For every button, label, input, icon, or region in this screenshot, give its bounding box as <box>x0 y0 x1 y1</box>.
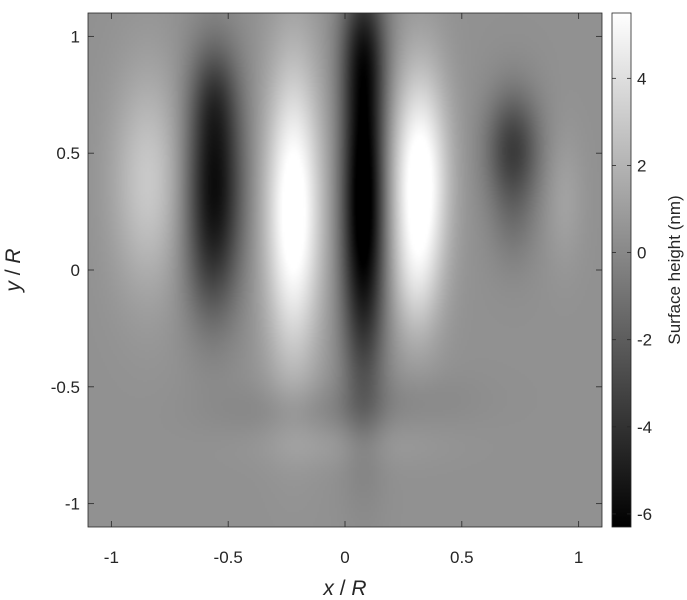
x-axis: -1 -0.5 0 0.5 1 <box>104 13 583 567</box>
colorbar-tick-label: -2 <box>637 331 652 350</box>
x-tick-label: 0.5 <box>450 548 474 567</box>
colorbar-axis: -6 -4 -2 0 2 4 <box>612 69 652 524</box>
y-axis-label: y / R <box>2 248 25 293</box>
colorbar-tick-label: 0 <box>637 244 646 263</box>
colorbar-tick-label: 2 <box>637 156 646 175</box>
plot-frame <box>87 12 603 528</box>
x-axis-label: x / R <box>322 577 366 600</box>
colorbar: -6 -4 -2 0 2 4 Surface height (nm) <box>611 12 684 528</box>
colorbar-tick-label: -4 <box>637 418 652 437</box>
y-tick-label: -1 <box>65 495 80 514</box>
colorbar-label: Surface height (nm) <box>665 195 684 344</box>
y-tick-label: 1 <box>71 27 80 46</box>
y-tick-label: 0 <box>71 261 80 280</box>
x-tick-label: -1 <box>104 548 119 567</box>
y-axis: -1 -0.5 0 0.5 1 <box>51 27 602 514</box>
colorbar-tick-label: -6 <box>637 505 652 524</box>
x-tick-label: -0.5 <box>214 548 243 567</box>
colorbar-gradient <box>612 13 631 527</box>
y-tick-label: 0.5 <box>56 144 80 163</box>
colorbar-tick-label: 4 <box>637 69 646 88</box>
x-tick-label: 1 <box>574 548 583 567</box>
x-tick-label: 0 <box>340 548 349 567</box>
y-tick-label: -0.5 <box>51 378 80 397</box>
colorbar-frame <box>611 12 632 528</box>
heatmap-image <box>88 13 602 527</box>
plot-area: -1 -0.5 0 0.5 1 -1 -0.5 0 0.5 1 <box>51 12 603 567</box>
